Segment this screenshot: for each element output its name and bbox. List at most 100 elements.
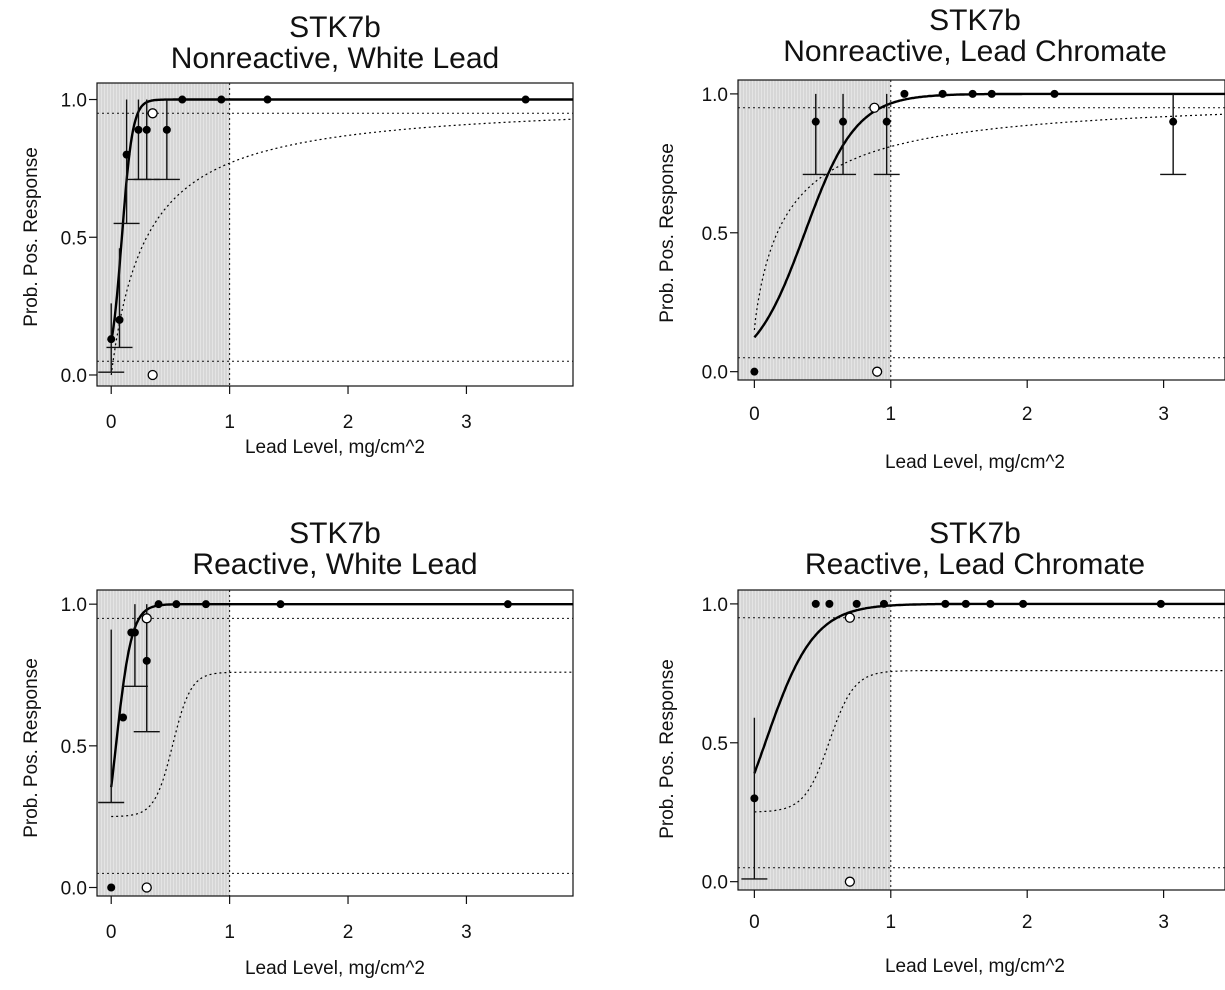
chart-title-line-1: STK7b xyxy=(929,517,1021,550)
data-point xyxy=(1156,599,1165,608)
y-tick-label: 0.5 xyxy=(702,734,728,755)
y-tick-label: 1.0 xyxy=(61,595,87,616)
plot-frame xyxy=(96,589,574,897)
x-axis-label: Lead Level, mg/cm^2 xyxy=(884,452,1065,473)
chart-2-group: 0 1 2 3 0.0 0.5 1.0 xyxy=(702,79,1225,425)
x-axis-label: Lead Level, mg/cm^2 xyxy=(244,437,425,458)
open-point xyxy=(141,882,152,893)
plot-frame xyxy=(737,589,1225,891)
data-point xyxy=(1050,89,1059,98)
plot-frame xyxy=(737,79,1225,381)
fit-curve-dotted xyxy=(753,113,1225,331)
data-point xyxy=(154,600,163,609)
y-tick-label: 0.0 xyxy=(702,873,728,894)
data-point xyxy=(968,89,977,98)
data-point xyxy=(134,125,143,134)
data-point xyxy=(1019,599,1028,608)
y-axis-label: Prob. Pos. Response xyxy=(657,143,678,323)
data-point xyxy=(882,117,891,126)
data-point xyxy=(879,599,888,608)
data-point xyxy=(825,599,834,608)
x-tick-label: 0 xyxy=(749,912,760,933)
x-axis-label: Lead Level, mg/cm^2 xyxy=(884,956,1065,977)
chart-3-group: 0 1 2 3 0.0 0.5 1.0 xyxy=(61,589,574,943)
chart-title-line-2: Reactive, Lead Chromate xyxy=(804,548,1146,581)
x-tick-label: 3 xyxy=(461,412,472,433)
chart-title: STK7b Nonreactive, Lead Chromate xyxy=(735,5,1215,67)
data-point xyxy=(839,117,848,126)
y-tick-label: 1.0 xyxy=(61,91,87,112)
y-tick-label: 1.0 xyxy=(702,595,728,616)
y-tick-label: 0.0 xyxy=(61,879,87,900)
x-tick-label: 2 xyxy=(343,922,354,943)
data-point xyxy=(172,600,181,609)
x-tick-label: 3 xyxy=(461,922,472,943)
data-point xyxy=(750,794,759,803)
y-tick-label: 0.0 xyxy=(61,366,87,387)
x-axis-label: Lead Level, mg/cm^2 xyxy=(244,958,425,979)
data-point xyxy=(122,150,131,159)
data-point xyxy=(162,125,171,134)
data-point xyxy=(503,600,512,609)
data-point xyxy=(107,883,116,892)
open-point xyxy=(141,613,152,624)
data-point xyxy=(201,600,210,609)
y-tick-label: 0.5 xyxy=(61,228,87,249)
chart-title-line-2: Nonreactive, Lead Chromate xyxy=(783,35,1167,68)
x-tick-label: 1 xyxy=(224,412,235,433)
data-point xyxy=(811,117,820,126)
x-tick-label: 2 xyxy=(1022,404,1033,425)
x-tick-label: 2 xyxy=(343,412,354,433)
shaded-region xyxy=(738,590,891,890)
data-point xyxy=(750,367,759,376)
y-tick-label: 0.5 xyxy=(702,224,728,245)
y-axis-label: Prob. Pos. Response xyxy=(657,659,678,839)
data-point xyxy=(1169,117,1178,126)
chart-title-line-2: Nonreactive, White Lead xyxy=(170,42,500,75)
data-point xyxy=(142,125,151,134)
open-point xyxy=(871,366,883,377)
x-tick-label: 3 xyxy=(1158,912,1169,933)
open-point xyxy=(147,369,158,381)
chart-1-group: 0 1 2 3 0.0 0.5 1.0 xyxy=(61,82,574,433)
x-tick-label: 0 xyxy=(749,404,760,425)
y-tick-label: 0.5 xyxy=(61,737,87,758)
chart-title-line-1: STK7b xyxy=(289,517,381,550)
open-point xyxy=(147,108,158,119)
shaded-region xyxy=(738,80,891,380)
open-point xyxy=(844,876,856,887)
data-point xyxy=(263,95,272,104)
fit-curve-solid xyxy=(110,98,573,342)
data-point xyxy=(811,599,820,608)
data-point xyxy=(115,315,124,324)
data-point xyxy=(900,89,909,98)
y-axis-label: Prob. Pos. Response xyxy=(21,658,42,838)
data-point xyxy=(107,335,116,344)
chart-title: STK7b Reactive, White Lead xyxy=(95,518,575,580)
chart-title-line-2: Reactive, White Lead xyxy=(192,548,478,581)
data-point xyxy=(986,599,995,608)
y-tick-label: 1.0 xyxy=(702,85,728,106)
data-point xyxy=(961,599,970,608)
fit-curve-solid xyxy=(110,603,573,788)
data-point xyxy=(276,600,285,609)
data-point xyxy=(941,599,950,608)
chart-title: STK7b Nonreactive, White Lead xyxy=(95,12,575,74)
x-tick-label: 3 xyxy=(1158,404,1169,425)
x-tick-label: 0 xyxy=(106,922,117,943)
chart-title-line-1: STK7b xyxy=(289,11,381,44)
data-point xyxy=(987,89,996,98)
y-axis-label: Prob. Pos. Response xyxy=(21,147,42,327)
fit-curve-dotted xyxy=(111,671,573,818)
data-point xyxy=(852,599,861,608)
x-tick-label: 0 xyxy=(106,412,117,433)
chart-4-group: 0 1 2 3 0.0 0.5 1.0 xyxy=(702,589,1225,933)
chart-title: STK7b Reactive, Lead Chromate xyxy=(735,518,1215,580)
data-point xyxy=(178,95,187,104)
x-tick-label: 1 xyxy=(885,912,896,933)
shaded-region xyxy=(97,590,230,896)
data-point xyxy=(130,628,139,637)
open-point xyxy=(844,612,856,623)
x-tick-label: 1 xyxy=(224,922,235,943)
